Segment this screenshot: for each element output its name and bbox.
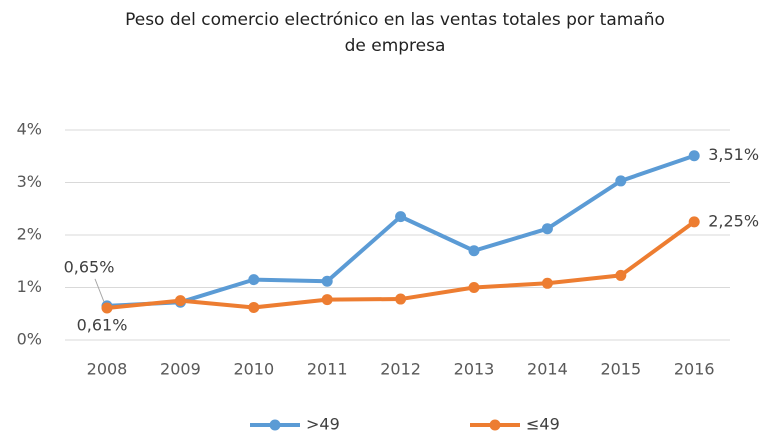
data-point [248,274,260,286]
data-point [395,211,407,223]
legend-label: >49 [306,415,340,434]
data-point [321,294,333,306]
leader-line [94,278,105,303]
x-tick-label: 2013 [454,360,495,379]
series-line [106,153,695,308]
data-point [688,150,700,162]
x-tick-label: 2010 [233,360,274,379]
data-label: 0,65% [64,257,115,276]
legend-label: ≤49 [526,415,560,434]
y-tick-label: 4% [17,120,42,139]
data-point [248,301,260,313]
y-tick-label: 2% [17,225,42,244]
y-tick-label: 3% [17,172,42,191]
x-tick-label: 2009 [160,360,201,379]
data-point [468,282,480,293]
data-point [468,245,480,257]
data-point [688,216,700,228]
legend-swatch [489,419,501,431]
data-point [541,223,553,235]
legend-swatch [269,419,281,431]
x-tick-label: 2011 [307,360,348,379]
chart-title: de empresa [345,36,446,56]
y-tick-label: 1% [17,277,42,296]
data-label: 2,25% [708,211,759,230]
data-point [321,275,333,287]
data-label: 0,61% [77,315,128,334]
chart-title: Peso del comercio electrónico en las ven… [125,10,665,30]
data-point [395,293,407,305]
data-point [101,302,113,314]
data-point [174,295,186,307]
x-tick-label: 2014 [527,360,568,379]
x-tick-label: 2012 [380,360,421,379]
y-tick-label: 0% [17,330,42,349]
data-point [615,269,627,281]
data-label: 3,51% [708,145,759,164]
data-point [541,277,553,289]
x-tick-label: 2008 [87,360,128,379]
x-tick-label: 2015 [600,360,641,379]
x-tick-label: 2016 [674,360,715,379]
data-point [615,175,627,187]
